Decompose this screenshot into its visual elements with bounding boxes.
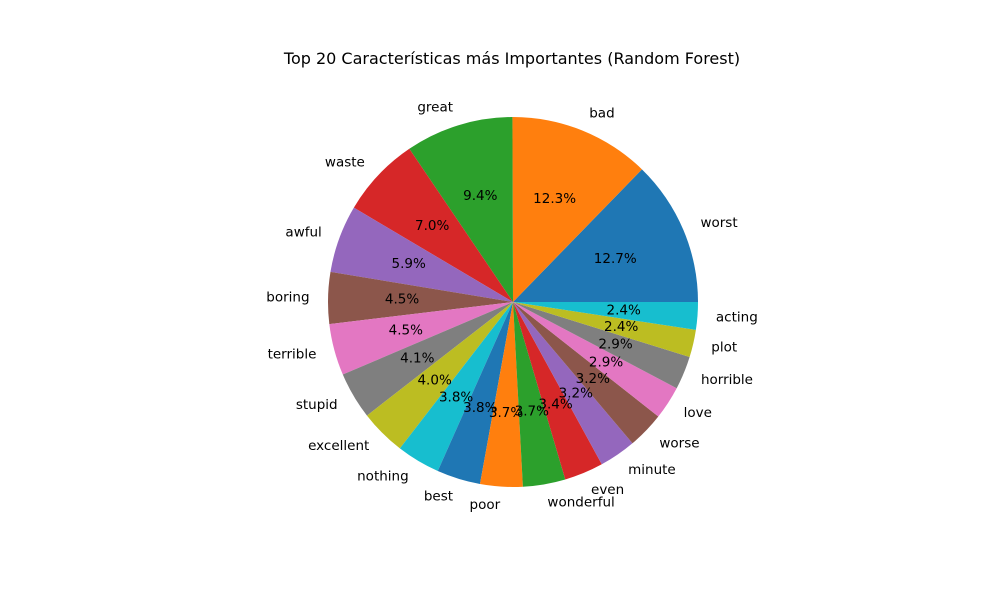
pie-slice-horrible [513,302,690,389]
pct-label-even: 3.4% [538,397,572,413]
pct-label-boring: 4.5% [385,292,419,308]
pie-slice-waste [353,148,513,302]
percentage-labels: 12.7%12.3%9.4%7.0%5.9%4.5%4.5%4.1%4.0%3.… [385,188,641,421]
pie-slice-wonderful [513,302,566,487]
slice-label-love: love [684,405,712,421]
pie-slices [328,117,698,488]
pct-label-best: 3.8% [463,400,497,416]
pie-slice-poor [479,302,523,488]
slice-label-even: even [591,482,624,498]
pct-label-poor: 3.7% [489,405,523,421]
pct-label-awful: 5.9% [392,256,426,272]
pie-slice-minute [513,302,633,465]
pie-slice-even [513,302,602,480]
chart-title: Top 20 Características más Importantes (… [283,49,740,68]
slice-label-plot: plot [711,340,737,356]
pct-label-horrible: 2.9% [598,337,632,353]
pie-slice-plot [513,302,696,358]
slice-label-nothing: nothing [357,469,409,485]
slice-label-great: great [417,100,453,116]
slice-label-awful: awful [285,224,321,240]
slice-label-terrible: terrible [268,347,317,363]
pie-slice-boring [328,271,513,325]
pie-slice-bad [512,117,642,302]
pct-label-worst: 12.7% [594,251,637,267]
slice-label-worse: worse [659,435,699,451]
pct-label-waste: 7.0% [415,218,449,234]
slice-label-horrible: horrible [701,372,753,388]
pct-label-wonderful: 3.7% [515,403,549,419]
pct-label-acting: 2.4% [607,302,641,318]
pie-slice-nothing [399,302,513,472]
slice-labels: worst bad great waste awful boring terrible stu… [266,100,758,514]
slice-label-boring: boring [266,290,309,306]
pct-label-stupid: 4.1% [400,350,434,366]
slice-label-bad: bad [589,105,614,121]
pct-label-plot: 2.4% [604,319,638,335]
pie-slice-excellent [366,302,513,449]
pie-slice-love [513,302,677,417]
pie-slice-awful [330,207,513,302]
slice-label-acting: acting [716,309,758,325]
pct-label-excellent: 4.0% [417,373,451,389]
pie-slice-acting [513,302,698,330]
pct-label-terrible: 4.5% [389,323,423,339]
pct-label-worse: 3.2% [576,371,610,387]
slice-label-wonderful: wonderful [547,495,614,511]
pie-slice-worse [513,302,659,444]
slice-label-worst: worst [700,215,737,231]
pct-label-minute: 3.2% [559,386,593,402]
pie-slice-best [437,302,513,485]
pie-slice-stupid [342,302,513,416]
pct-label-bad: 12.3% [533,191,576,207]
slice-label-poor: poor [470,497,501,513]
slice-label-waste: waste [325,154,365,170]
slice-label-best: best [424,488,453,504]
pie-slice-terrible [329,302,513,375]
pct-label-great: 9.4% [463,188,497,204]
slice-label-stupid: stupid [296,397,338,413]
pct-label-love: 2.9% [589,354,623,370]
slice-label-minute: minute [628,462,676,478]
pie-slice-great [409,117,513,302]
pie-slice-worst [513,169,698,302]
slice-label-excellent: excellent [308,438,369,454]
pct-label-nothing: 3.8% [439,389,473,405]
